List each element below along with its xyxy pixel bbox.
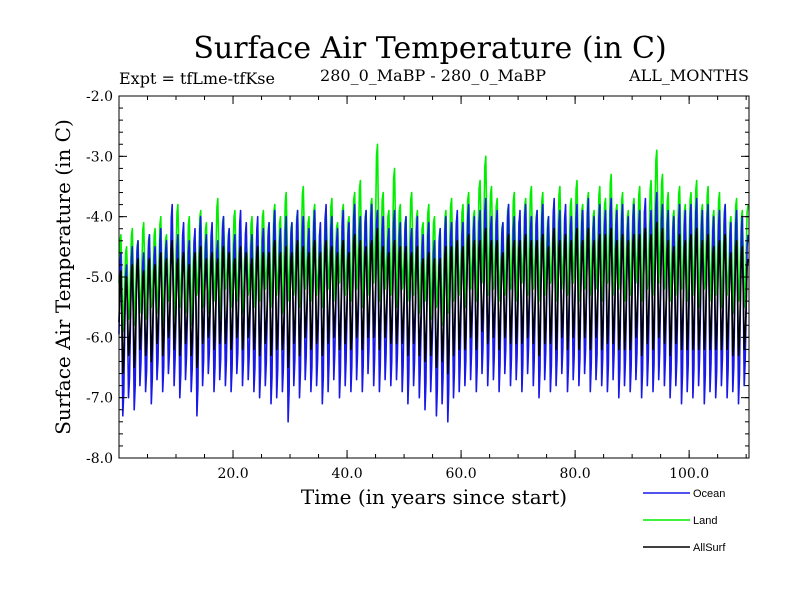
series-layer — [118, 143, 749, 423]
period-label: 280_0_MaBP - 280_0_MaBP — [320, 66, 546, 85]
legend: Ocean Land AllSurf — [643, 488, 726, 554]
y-tick-label: -2.0 — [86, 89, 113, 105]
experiment-label: Expt = tfLme-tfKse — [119, 69, 275, 88]
y-tick-label: -7.0 — [86, 391, 113, 407]
x-tick-label: 100.0 — [669, 466, 709, 482]
y-tick-label: -5.0 — [86, 270, 113, 286]
x-tick-label: 60.0 — [445, 466, 476, 482]
legend-label-allsurf: AllSurf — [693, 542, 726, 554]
x-tick-labels: 20.0 40.0 60.0 80.0 100.0 — [217, 466, 709, 482]
tick-layer — [119, 95, 749, 459]
y-tick-label: -3.0 — [86, 149, 113, 165]
x-axis-title: Time (in years since start) — [301, 485, 567, 509]
x-tick-label: 20.0 — [217, 466, 248, 482]
months-label: ALL_MONTHS — [628, 66, 749, 85]
x-tick-label: 80.0 — [560, 466, 591, 482]
y-tick-labels: -2.0 -3.0 -4.0 -5.0 -6.0 -7.0 -8.0 — [86, 89, 113, 467]
legend-label-land: Land — [693, 515, 717, 527]
y-axis-title: Surface Air Temperature (in C) — [51, 119, 75, 435]
y-tick-label: -4.0 — [86, 210, 113, 226]
chart-title: Surface Air Temperature (in C) — [193, 31, 666, 66]
series-line-allsurf — [118, 221, 749, 375]
y-tick-label: -8.0 — [86, 451, 113, 467]
y-tick-label: -6.0 — [86, 330, 113, 346]
legend-label-ocean: Ocean — [693, 488, 725, 500]
x-tick-label: 40.0 — [331, 466, 362, 482]
